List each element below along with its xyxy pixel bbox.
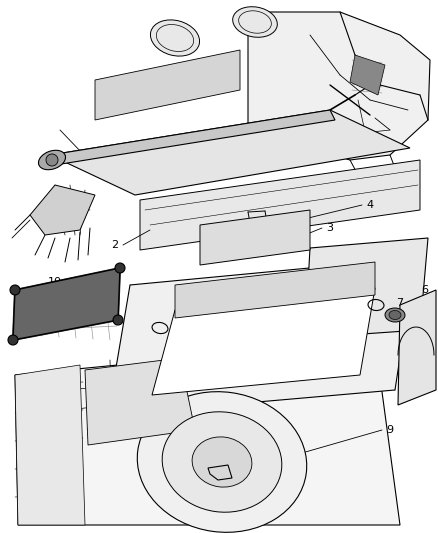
Text: 3: 3: [326, 223, 333, 233]
Polygon shape: [30, 185, 95, 235]
Polygon shape: [305, 238, 428, 338]
Text: 10: 10: [48, 277, 62, 287]
Polygon shape: [350, 55, 385, 95]
Polygon shape: [175, 262, 375, 318]
Polygon shape: [15, 340, 400, 525]
Ellipse shape: [385, 308, 405, 322]
Circle shape: [115, 263, 125, 273]
Text: 2: 2: [111, 240, 119, 250]
Text: 4: 4: [367, 200, 374, 210]
Ellipse shape: [389, 311, 401, 319]
Ellipse shape: [137, 392, 307, 532]
Text: 1: 1: [88, 150, 95, 160]
Polygon shape: [13, 268, 120, 340]
Polygon shape: [140, 160, 420, 250]
Circle shape: [113, 315, 123, 325]
Polygon shape: [152, 288, 375, 395]
Polygon shape: [85, 358, 195, 445]
Text: 7: 7: [396, 298, 403, 308]
Polygon shape: [200, 210, 310, 265]
Ellipse shape: [192, 437, 252, 487]
Polygon shape: [15, 365, 85, 525]
Text: 7: 7: [206, 308, 214, 318]
Polygon shape: [50, 110, 410, 195]
Circle shape: [46, 154, 58, 166]
Polygon shape: [108, 258, 415, 415]
Ellipse shape: [233, 7, 277, 37]
Text: 8: 8: [427, 350, 434, 360]
Text: 6: 6: [421, 285, 428, 295]
Ellipse shape: [39, 150, 66, 169]
Text: 9: 9: [386, 425, 394, 435]
Polygon shape: [95, 50, 240, 120]
Polygon shape: [398, 290, 436, 405]
Polygon shape: [248, 12, 430, 160]
Text: 5: 5: [424, 325, 431, 335]
Polygon shape: [50, 110, 335, 165]
Ellipse shape: [150, 20, 200, 56]
Circle shape: [10, 285, 20, 295]
Ellipse shape: [162, 412, 282, 512]
Circle shape: [8, 335, 18, 345]
